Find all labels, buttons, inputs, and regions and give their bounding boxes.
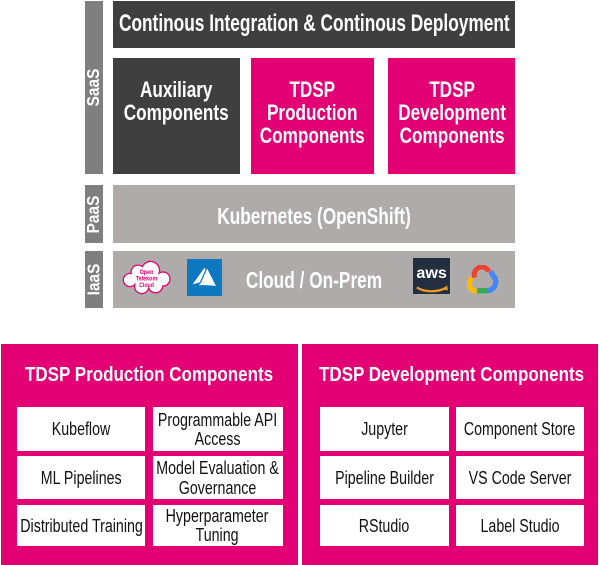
svg-text:Open: Open bbox=[140, 270, 154, 276]
svg-text:aws: aws bbox=[416, 265, 447, 282]
svg-text:Telekom: Telekom bbox=[136, 276, 158, 282]
svg-text:Cloud: Cloud bbox=[139, 283, 154, 289]
